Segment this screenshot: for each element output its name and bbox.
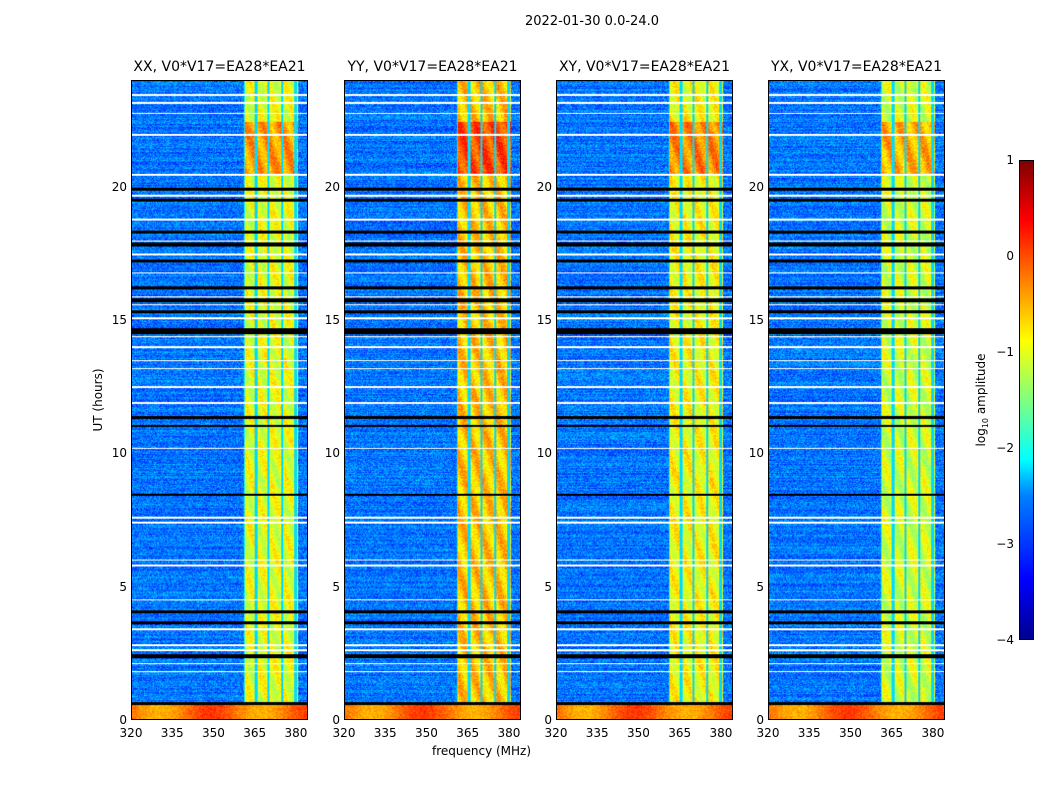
y-tick-label: 20 (324, 179, 340, 194)
y-axis-label: UT (hours) (91, 368, 105, 432)
x-tick-label: 365 (243, 726, 267, 740)
y-tick-label: 5 (332, 579, 340, 594)
heatmap-panel (131, 80, 308, 720)
colorbar-tick-label: −1 (996, 345, 1014, 359)
panel-title: XY, V0*V17=EA28*EA21 (558, 59, 731, 75)
y-tick-label: 15 (324, 313, 340, 327)
x-tick-label: 320 (544, 726, 568, 740)
x-tick-label: 380 (284, 726, 308, 740)
y-tick-label: 5 (756, 579, 764, 594)
x-tick-label: 365 (668, 726, 692, 740)
x-tick-label: 380 (497, 726, 521, 740)
x-axis-label: frequency (MHz) (432, 744, 532, 758)
heatmap-panel (556, 80, 733, 720)
colorbar-label: log10 amplitude (973, 353, 991, 447)
x-tick-label: 380 (921, 726, 945, 740)
suptitle: 2022-01-30 0.0-24.0 (525, 14, 659, 29)
y-tick-label: 20 (536, 179, 552, 194)
y-tick-label: 10 (536, 446, 552, 461)
x-tick-label: 335 (585, 726, 609, 740)
y-tick-label: 0 (756, 713, 764, 727)
x-tick-label: 335 (373, 726, 397, 740)
colorbar-tick-label: −4 (996, 633, 1014, 647)
panel-title: XX, V0*V17=EA28*EA21 (133, 59, 306, 75)
y-tick-label: 10 (324, 446, 340, 461)
panel-title: YY, V0*V17=EA28*EA21 (347, 59, 518, 75)
heatmap-panel (768, 80, 945, 720)
y-tick-label: 0 (119, 713, 127, 727)
y-tick-label: 10 (111, 446, 127, 461)
y-tick-label: 20 (748, 179, 764, 194)
heatmap-image (345, 81, 520, 719)
x-tick-label: 320 (332, 726, 356, 740)
y-tick-label: 15 (748, 313, 764, 327)
colorbar-tick-label: 1 (1006, 153, 1014, 167)
x-tick-label: 350 (839, 726, 862, 740)
x-tick-label: 320 (119, 726, 143, 740)
x-tick-label: 365 (880, 726, 904, 740)
y-tick-label: 20 (111, 179, 127, 194)
y-tick-label: 5 (544, 579, 552, 594)
y-tick-label: 0 (544, 713, 552, 727)
x-tick-label: 350 (415, 726, 438, 740)
x-tick-label: 320 (756, 726, 780, 740)
colorbar-tick-label: 0 (1006, 249, 1014, 263)
colorbar (1019, 160, 1034, 640)
y-tick-label: 0 (332, 713, 340, 727)
colorbar-tick-label: −2 (996, 441, 1014, 455)
heatmap-panel (344, 80, 521, 720)
heatmap-image (132, 81, 307, 719)
x-tick-label: 335 (160, 726, 184, 740)
y-tick-label: 10 (748, 446, 764, 461)
x-tick-label: 350 (627, 726, 650, 740)
x-tick-label: 380 (709, 726, 733, 740)
x-tick-label: 350 (202, 726, 225, 740)
heatmap-image (557, 81, 732, 719)
x-tick-label: 335 (797, 726, 821, 740)
x-tick-label: 365 (456, 726, 480, 740)
colorbar-tick-label: −3 (996, 537, 1014, 551)
y-tick-label: 5 (119, 579, 127, 594)
heatmap-image (769, 81, 944, 719)
panel-title: YX, V0*V17=EA28*EA21 (770, 59, 943, 75)
y-tick-label: 15 (536, 313, 552, 327)
y-tick-label: 15 (111, 313, 127, 327)
